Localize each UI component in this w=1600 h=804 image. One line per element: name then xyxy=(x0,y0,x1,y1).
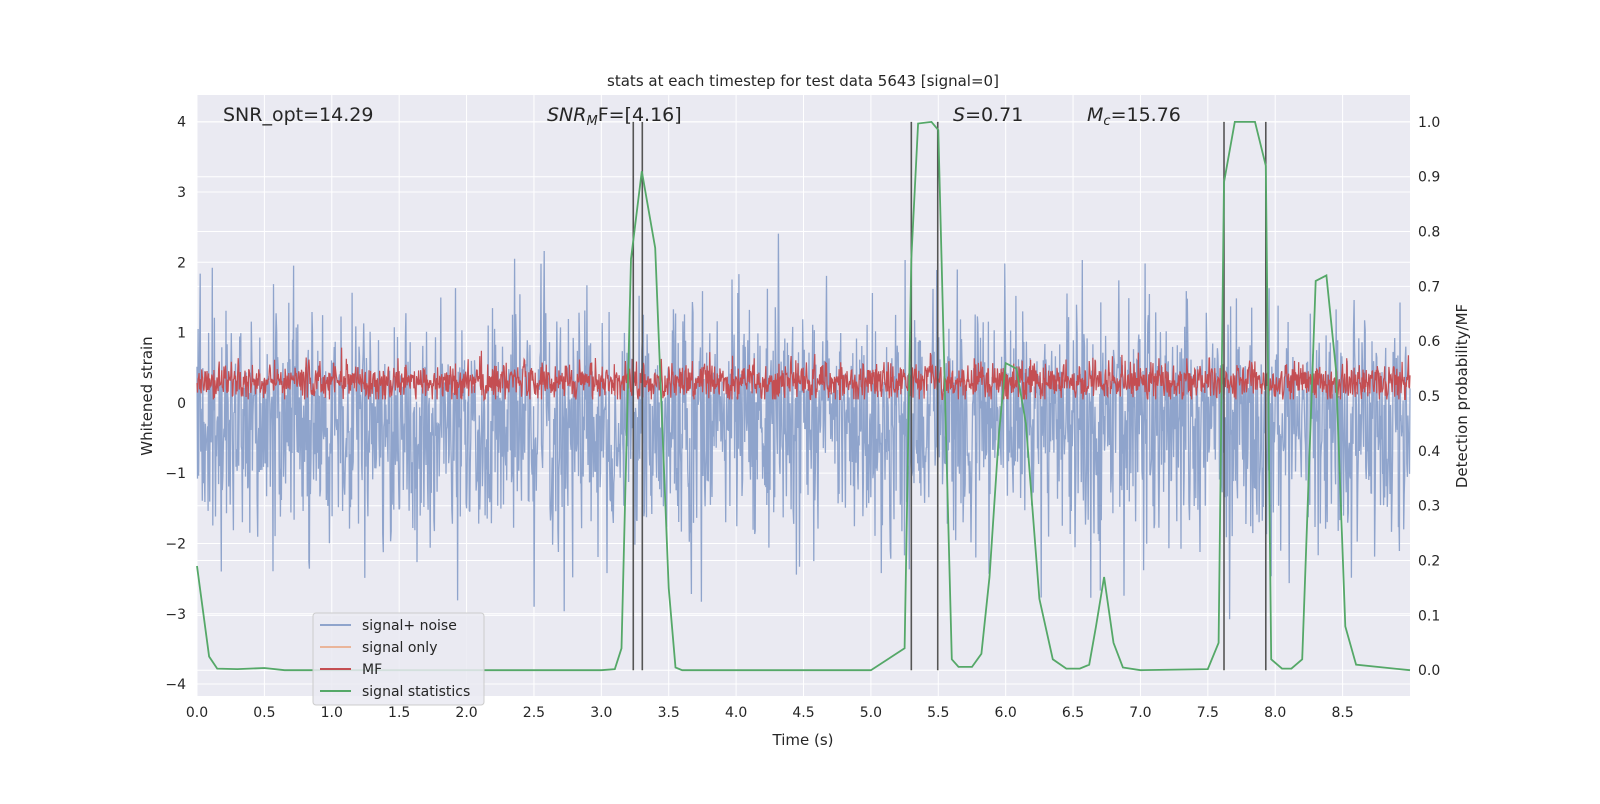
x-tick-label: 6.0 xyxy=(995,705,1017,721)
y-right-tick-label: 0.9 xyxy=(1418,170,1440,186)
mc-value: =15.76 xyxy=(1111,104,1181,126)
legend-label-stat: signal statistics xyxy=(362,684,470,700)
x-tick-label: 2.0 xyxy=(455,705,477,721)
series-layer xyxy=(196,120,1411,672)
snr-mf-symbol: SNR xyxy=(547,104,586,126)
mc-symbol: M xyxy=(1087,104,1103,126)
x-tick-label: 8.5 xyxy=(1331,705,1353,721)
x-tick-label: 4.0 xyxy=(725,705,747,721)
y-axis-label-right: Detection probability/MF xyxy=(1453,304,1471,488)
mc-subscript: c xyxy=(1103,114,1110,129)
x-tick-label: 7.5 xyxy=(1197,705,1219,721)
snr-mf-value: F=[4.16] xyxy=(598,104,682,126)
annotation-mc: Mc=15.76 xyxy=(1087,104,1181,129)
legend-label-signal-only: signal only xyxy=(362,640,437,656)
annotation-s: S=0.71 xyxy=(953,104,1023,126)
annotation-snr-opt: SNR_opt=14.29 xyxy=(223,104,373,126)
ticks: 0.0 0.5 1.0 1.5 2.0 2.5 3.0 3.5 4.0 4.5 5.0 5.5 6.0 6… xyxy=(165,115,1440,721)
legend-label-noise: signal+ noise xyxy=(362,618,457,634)
y-tick-label: 4 xyxy=(177,115,186,131)
signal-statistics-line xyxy=(196,120,1411,672)
legend-label-mf: MF xyxy=(362,662,382,678)
chart-title: stats at each timestep for test data 564… xyxy=(607,72,999,90)
mf-line xyxy=(196,347,1411,402)
x-tick-label: 3.0 xyxy=(590,705,612,721)
x-tick-label: 2.5 xyxy=(523,705,545,721)
x-tick-label: 8.0 xyxy=(1264,705,1286,721)
x-tick-label: 0.5 xyxy=(253,705,275,721)
y-tick-label: −4 xyxy=(165,677,186,693)
x-tick-label: 1.5 xyxy=(388,705,410,721)
s-value: =0.71 xyxy=(965,104,1023,126)
x-tick-label: 5.5 xyxy=(927,705,949,721)
y-right-tick-label: 0.2 xyxy=(1418,554,1440,570)
y-tick-label: −1 xyxy=(165,466,186,482)
y-right-tick-label: 0.7 xyxy=(1418,279,1440,295)
y-tick-label: 2 xyxy=(177,255,186,271)
s-symbol: S xyxy=(953,104,965,126)
y-axis-label: Whitened strain xyxy=(138,336,156,455)
y-right-tick-label: 0.3 xyxy=(1418,499,1440,515)
y-tick-label: −2 xyxy=(165,536,186,552)
x-tick-label: 0.0 xyxy=(186,705,208,721)
y-right-tick-label: 1.0 xyxy=(1418,115,1440,131)
y-right-tick-label: 0.4 xyxy=(1418,444,1440,460)
y-right-tick-label: 0.6 xyxy=(1418,334,1440,350)
legend: signal+ noise signal only MF signal stat… xyxy=(312,612,485,706)
y-right-tick-label: 0.0 xyxy=(1418,663,1440,679)
x-axis-label: Time (s) xyxy=(772,731,834,749)
x-tick-label: 6.5 xyxy=(1062,705,1084,721)
y-tick-label: 0 xyxy=(177,396,186,412)
x-tick-label: 1.0 xyxy=(321,705,343,721)
y-right-tick-label: 0.8 xyxy=(1418,225,1440,241)
legend-box xyxy=(312,612,485,706)
snr-mf-subscript: M xyxy=(586,114,597,129)
y-tick-label: 1 xyxy=(177,326,186,342)
x-tick-label: 5.0 xyxy=(860,705,882,721)
y-tick-label: −3 xyxy=(165,607,186,623)
annotation-snr-mf: SNRMF=[4.16] xyxy=(547,104,682,129)
y-right-tick-label: 0.1 xyxy=(1418,608,1440,624)
y-right-tick-label: 0.5 xyxy=(1418,389,1440,405)
y-tick-label: 3 xyxy=(177,185,186,201)
x-tick-label: 7.0 xyxy=(1129,705,1151,721)
x-tick-label: 4.5 xyxy=(792,705,814,721)
x-tick-label: 3.5 xyxy=(658,705,680,721)
